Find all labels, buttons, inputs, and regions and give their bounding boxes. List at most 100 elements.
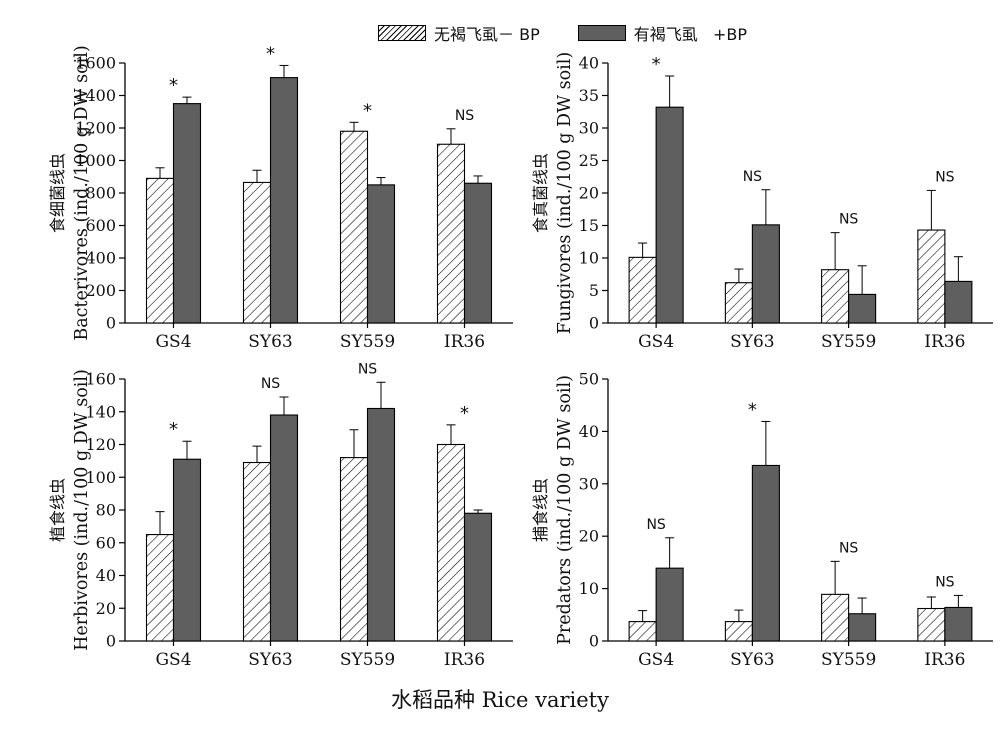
y-tick-label: 0 (589, 314, 599, 333)
bar-gs4-no-bph (628, 256, 657, 324)
significance-label: * (652, 54, 661, 75)
bar-sy559-with-bph (848, 293, 877, 324)
y-tick-label: 20 (579, 527, 599, 546)
significance-label: NS (358, 361, 377, 377)
significance-label: NS (646, 517, 665, 533)
x-tick-label: IR36 (924, 332, 965, 352)
bar-sy559-no-bph (339, 457, 369, 642)
significance-label: * (460, 403, 469, 424)
x-tick-label: SY63 (730, 332, 775, 352)
bar-sy559-no-bph (821, 593, 850, 642)
y-tick-label: 20 (579, 184, 599, 203)
y-tick-label: 200 (85, 281, 116, 300)
legend-label-no-bph: 无褐飞虱－ BP (434, 25, 540, 44)
bar-gs4-with-bph (172, 103, 202, 324)
y-tick-label: 800 (85, 184, 116, 203)
y-tick-label: 20 (96, 599, 116, 618)
bar-gs4-with-bph (655, 567, 684, 642)
x-tick-label: SY63 (248, 332, 293, 352)
y-axis-title-en: Predators (ind./100 g DW soil) (555, 375, 575, 645)
bar-ir36-with-bph (944, 606, 973, 642)
y-tick-label: 35 (579, 86, 599, 105)
y-tick-label: 140 (85, 402, 116, 421)
x-tick-label: GS4 (155, 332, 191, 352)
y-tick-label: 1000 (75, 151, 116, 170)
x-tick-label: GS4 (638, 332, 674, 352)
y-axis-title-en: Herbivores (ind./100 g DW soil) (72, 369, 92, 651)
bar-sy63-with-bph (751, 224, 780, 324)
y-axis-title-cn: 植食线虫 (48, 478, 67, 542)
x-tick-label: SY63 (730, 650, 775, 670)
significance-label: NS (743, 169, 762, 185)
bar-gs4-no-bph (145, 534, 175, 642)
y-tick-label: 0 (589, 632, 599, 651)
y-tick-label: 1400 (75, 86, 116, 105)
y-axis-title: 捕食线虫 Predators (ind./100 g DW soil) (531, 375, 575, 645)
bar-ir36-with-bph (463, 512, 493, 642)
bar-sy63-no-bph (242, 461, 272, 642)
y-tick-label: 120 (85, 435, 116, 454)
significance-label: NS (935, 574, 954, 590)
y-tick-label: 100 (85, 468, 116, 487)
x-tick-label: SY559 (821, 650, 876, 670)
legend-swatch-no-bph (378, 25, 426, 41)
y-tick-label: 30 (579, 474, 599, 493)
y-axis-title-en: Bacterivores (ind./100 g DW soil) (72, 45, 92, 340)
significance-label: * (363, 100, 372, 121)
bar-sy559-with-bph (366, 184, 396, 324)
significance-label: NS (261, 376, 280, 392)
y-tick-label: 40 (96, 566, 116, 585)
chart-panel-herbivores: 0 20 40 60 80 100 120 140 160 植食线虫 Herbivores (ind… (48, 361, 513, 670)
chart-panel-fungivores: 0 5 10 15 20 25 30 35 40 食真菌线虫 Fungivores (ind./10… (531, 52, 993, 352)
y-axis-title-cn: 食细菌线虫 (48, 153, 67, 233)
x-tick-label: GS4 (638, 650, 674, 670)
y-tick-label: 10 (579, 579, 599, 598)
x-tick-label: SY559 (340, 650, 395, 670)
bar-sy559-no-bph (339, 130, 369, 324)
x-tick-label: GS4 (155, 650, 191, 670)
significance-label: NS (839, 212, 858, 228)
y-tick-label: 30 (579, 119, 599, 138)
y-tick-label: 25 (579, 151, 599, 170)
significance-label: * (266, 43, 275, 64)
significance-label: NS (935, 169, 954, 185)
y-tick-label: 1600 (75, 54, 116, 73)
y-tick-label: 50 (579, 370, 599, 389)
chart-panel-predators: 0 10 20 30 40 50 捕食线虫 Predators (ind./100 g DW … (531, 370, 993, 670)
legend-label-with-bph: 有褐飞虱 +BP (633, 25, 748, 44)
bar-gs4-no-bph (145, 177, 175, 324)
y-tick-label: 160 (85, 370, 116, 389)
legend-swatch-with-bph (577, 25, 626, 41)
x-tick-label: SY559 (340, 332, 395, 352)
y-tick-label: 400 (85, 249, 116, 268)
bar-gs4-no-bph (628, 621, 657, 642)
bar-sy63-no-bph (242, 181, 272, 324)
y-tick-label: 600 (85, 216, 116, 235)
y-axis-title: 植食线虫 Herbivores (ind./100 g DW soil) (48, 369, 92, 651)
bar-sy559-with-bph (366, 407, 396, 642)
bar-sy63-with-bph (269, 414, 299, 642)
y-tick-label: 60 (96, 533, 116, 552)
y-tick-label: 80 (96, 501, 116, 520)
bar-ir36-no-bph (917, 229, 946, 324)
y-tick-label: 0 (106, 632, 116, 651)
x-tick-label: SY63 (248, 650, 293, 670)
significance-label: NS (455, 108, 474, 124)
significance-label: * (169, 75, 178, 96)
y-axis-title: 食细菌线虫 Bacterivores (ind./100 g DW soil) (48, 45, 92, 340)
x-tick-label: SY559 (821, 332, 876, 352)
bar-ir36-with-bph (944, 280, 973, 324)
y-axis-title: 食真菌线虫 Fungivores (ind./100 g DW soil) (531, 52, 575, 334)
significance-label: * (748, 399, 757, 420)
y-tick-label: 0 (106, 314, 116, 333)
significance-label: * (169, 419, 178, 440)
bar-sy63-no-bph (724, 621, 753, 642)
x-axis-title: 水稻品种 Rice variety (391, 688, 609, 712)
bar-sy63-no-bph (724, 282, 753, 324)
y-axis-title-cn: 食真菌线虫 (531, 153, 550, 233)
bar-ir36-no-bph (436, 143, 466, 324)
y-tick-label: 40 (579, 54, 599, 73)
x-tick-label: IR36 (444, 650, 485, 670)
bar-ir36-with-bph (463, 182, 493, 324)
bar-sy63-with-bph (269, 77, 299, 324)
